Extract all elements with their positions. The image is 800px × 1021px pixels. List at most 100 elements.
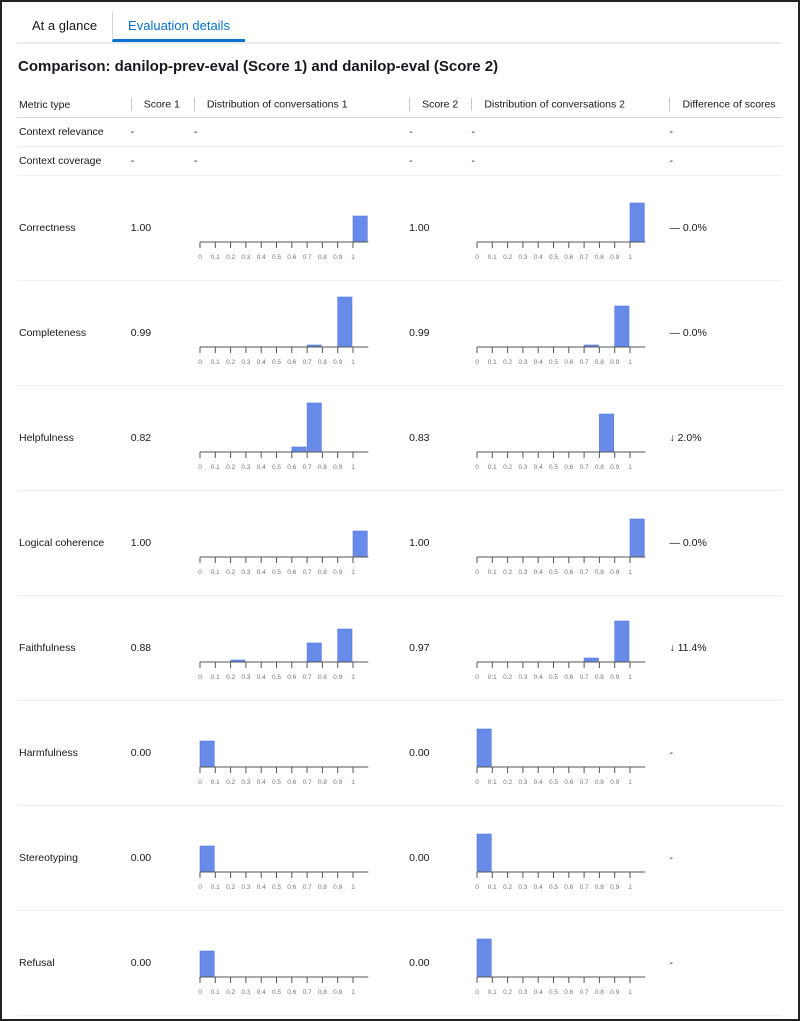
column-divider: [409, 98, 411, 111]
histogram-bar: [291, 446, 307, 453]
x-tick-label: 0.3: [241, 254, 250, 261]
x-tick-label: 0.7: [302, 569, 311, 576]
x-tick-label: 0.8: [595, 884, 604, 891]
dist2-cell: -: [469, 117, 668, 147]
comparison-table: Metric type Score 1 Distribution of conver…: [17, 92, 782, 1016]
x-tick-label: 0.2: [226, 884, 235, 891]
tab-at-a-glance[interactable]: At a glance: [32, 18, 98, 33]
distribution-chart: 0 0.1 0.2 0.3 0.4 0.5 0.6 0.7 0.8 0.9 1: [198, 845, 369, 891]
column-label: Distribution of conversations 1: [206, 98, 348, 111]
column-label: Distribution of conversations 2: [484, 98, 625, 111]
x-tick-label: 0.5: [549, 674, 558, 681]
x-tick-label: 0.9: [333, 359, 342, 366]
x-tick-label: 0.2: [226, 464, 235, 471]
distribution-chart: 0 0.1 0.2 0.3 0.4 0.5 0.6 0.7 0.8 0.9 1: [476, 938, 646, 996]
x-tick-label: 0.6: [565, 884, 574, 891]
score1-cell: 0.00: [128, 805, 192, 911]
metric-cell: Completeness: [17, 280, 129, 386]
x-tick-label: 0.9: [333, 254, 342, 261]
x-tick-label: 0.8: [595, 674, 604, 681]
metric-cell: Context coverage: [17, 146, 129, 176]
score2-cell: 0.00: [407, 805, 470, 911]
table-row: Context coverage - - - - -: [17, 146, 782, 176]
x-tick-label: 0.6: [287, 254, 296, 261]
x-tick-label: 0.8: [595, 254, 604, 261]
score1-cell: 0.00: [128, 700, 192, 806]
x-tick-label: 0.7: [580, 779, 589, 786]
x-tick-label: 0: [198, 989, 202, 996]
x-tick-label: 0.4: [257, 779, 266, 786]
column-divider: [130, 98, 132, 111]
x-tick-label: 0.3: [519, 254, 528, 261]
score1-cell: -: [128, 146, 192, 176]
distribution-chart: 0 0.1 0.2 0.3 0.4 0.5 0.6 0.7 0.8 0.9 1: [476, 305, 646, 366]
x-tick-label: 0.8: [318, 569, 327, 576]
metric-cell: Helpfulness: [17, 385, 129, 491]
x-tick-label: 0.2: [503, 254, 512, 261]
x-tick-label: 0.6: [287, 359, 296, 366]
score1-cell: 1.00: [128, 490, 192, 596]
table-row: Faithfulness 0.88 0 0.1 0.2 0.3 0.4 0.5 0.6 0.7 0.…: [17, 595, 782, 701]
x-tick-label: 0.6: [287, 464, 296, 471]
histogram-bar: [477, 728, 492, 768]
diff-cell: -: [667, 117, 782, 147]
x-tick-label: 0.7: [580, 254, 589, 261]
score1-cell: 0.82: [128, 385, 192, 491]
x-tick-label: 0.8: [595, 569, 604, 576]
x-tick-label: 0.8: [318, 359, 327, 366]
x-tick-label: 0.1: [488, 569, 497, 576]
x-tick-label: 0.8: [595, 779, 604, 786]
table-row: Logical coherence 1.00 0 0.1 0.2 0.3 0.4 0.5 0.6…: [17, 490, 782, 596]
x-tick-label: 0.3: [241, 674, 250, 681]
x-tick-label: 0.7: [580, 674, 589, 681]
diff-cell: -: [667, 805, 782, 911]
diff-cell: -: [667, 700, 782, 806]
x-tick-label: 0.9: [610, 569, 619, 576]
score2-cell: 0.00: [407, 910, 470, 1016]
x-tick-label: 0.1: [211, 359, 220, 366]
column-header: Score 1: [128, 92, 192, 118]
x-tick-label: 0.4: [534, 989, 543, 996]
histogram-bar: [337, 296, 353, 348]
histogram-bar: [199, 845, 215, 873]
score2-cell: -: [407, 146, 470, 176]
x-tick-label: 0.6: [565, 779, 574, 786]
distribution-chart: 0 0.1 0.2 0.3 0.4 0.5 0.6 0.7 0.8 0.9 1: [476, 518, 646, 576]
histogram-bar: [614, 305, 630, 348]
dist2-cell: 0 0.1 0.2 0.3 0.4 0.5 0.6 0.7 0.8 0.9 1: [469, 910, 668, 1016]
x-tick-label: 0.5: [272, 779, 281, 786]
diff-cell: — 0.0%: [667, 175, 782, 281]
score2-cell: 0.00: [407, 700, 470, 806]
diff-cell: -: [667, 146, 782, 176]
x-tick-label: 0.9: [333, 569, 342, 576]
tab-evaluation-details[interactable]: Evaluation details: [112, 12, 245, 42]
x-tick-label: 0.4: [257, 569, 266, 576]
x-tick-label: 1: [629, 779, 633, 786]
histogram-bar: [630, 518, 645, 558]
table-row: Completeness 0.99 0 0.1 0.2 0.3 0.4 0.5 0.6 0.7 0.…: [17, 280, 782, 386]
score1-cell: 0.99: [128, 280, 192, 386]
x-tick-label: 0.1: [211, 989, 220, 996]
x-tick-label: 1: [351, 674, 355, 681]
x-tick-label: 0.9: [333, 989, 342, 996]
x-tick-label: 0.6: [287, 779, 296, 786]
x-tick-label: 1: [351, 884, 355, 891]
score1-cell: -: [128, 117, 192, 147]
distribution-chart: 0 0.1 0.2 0.3 0.4 0.5 0.6 0.7 0.8 0.9 1: [198, 740, 369, 786]
diff-cell: ↓ 11.4%: [667, 595, 782, 701]
column-header: Difference of scores: [667, 92, 782, 118]
x-tick-label: 0.1: [488, 884, 497, 891]
x-tick-label: 0.8: [318, 884, 327, 891]
x-tick-label: 0.9: [610, 464, 619, 471]
x-tick-label: 0.3: [519, 779, 528, 786]
x-tick-label: 1: [629, 884, 633, 891]
score2-cell: 0.97: [407, 595, 470, 701]
x-tick-label: 0.7: [302, 884, 311, 891]
x-tick-label: 0.4: [534, 674, 543, 681]
x-tick-label: 0.5: [272, 359, 281, 366]
distribution-chart: 0 0.1 0.2 0.3 0.4 0.5 0.6 0.7 0.8 0.9 1: [476, 728, 646, 786]
score1-cell: 0.88: [128, 595, 192, 701]
x-tick-label: 0: [198, 569, 202, 576]
dist1-cell: 0 0.1 0.2 0.3 0.4 0.5 0.6 0.7 0.8 0.9 1: [191, 280, 408, 386]
score2-cell: 1.00: [407, 175, 470, 281]
